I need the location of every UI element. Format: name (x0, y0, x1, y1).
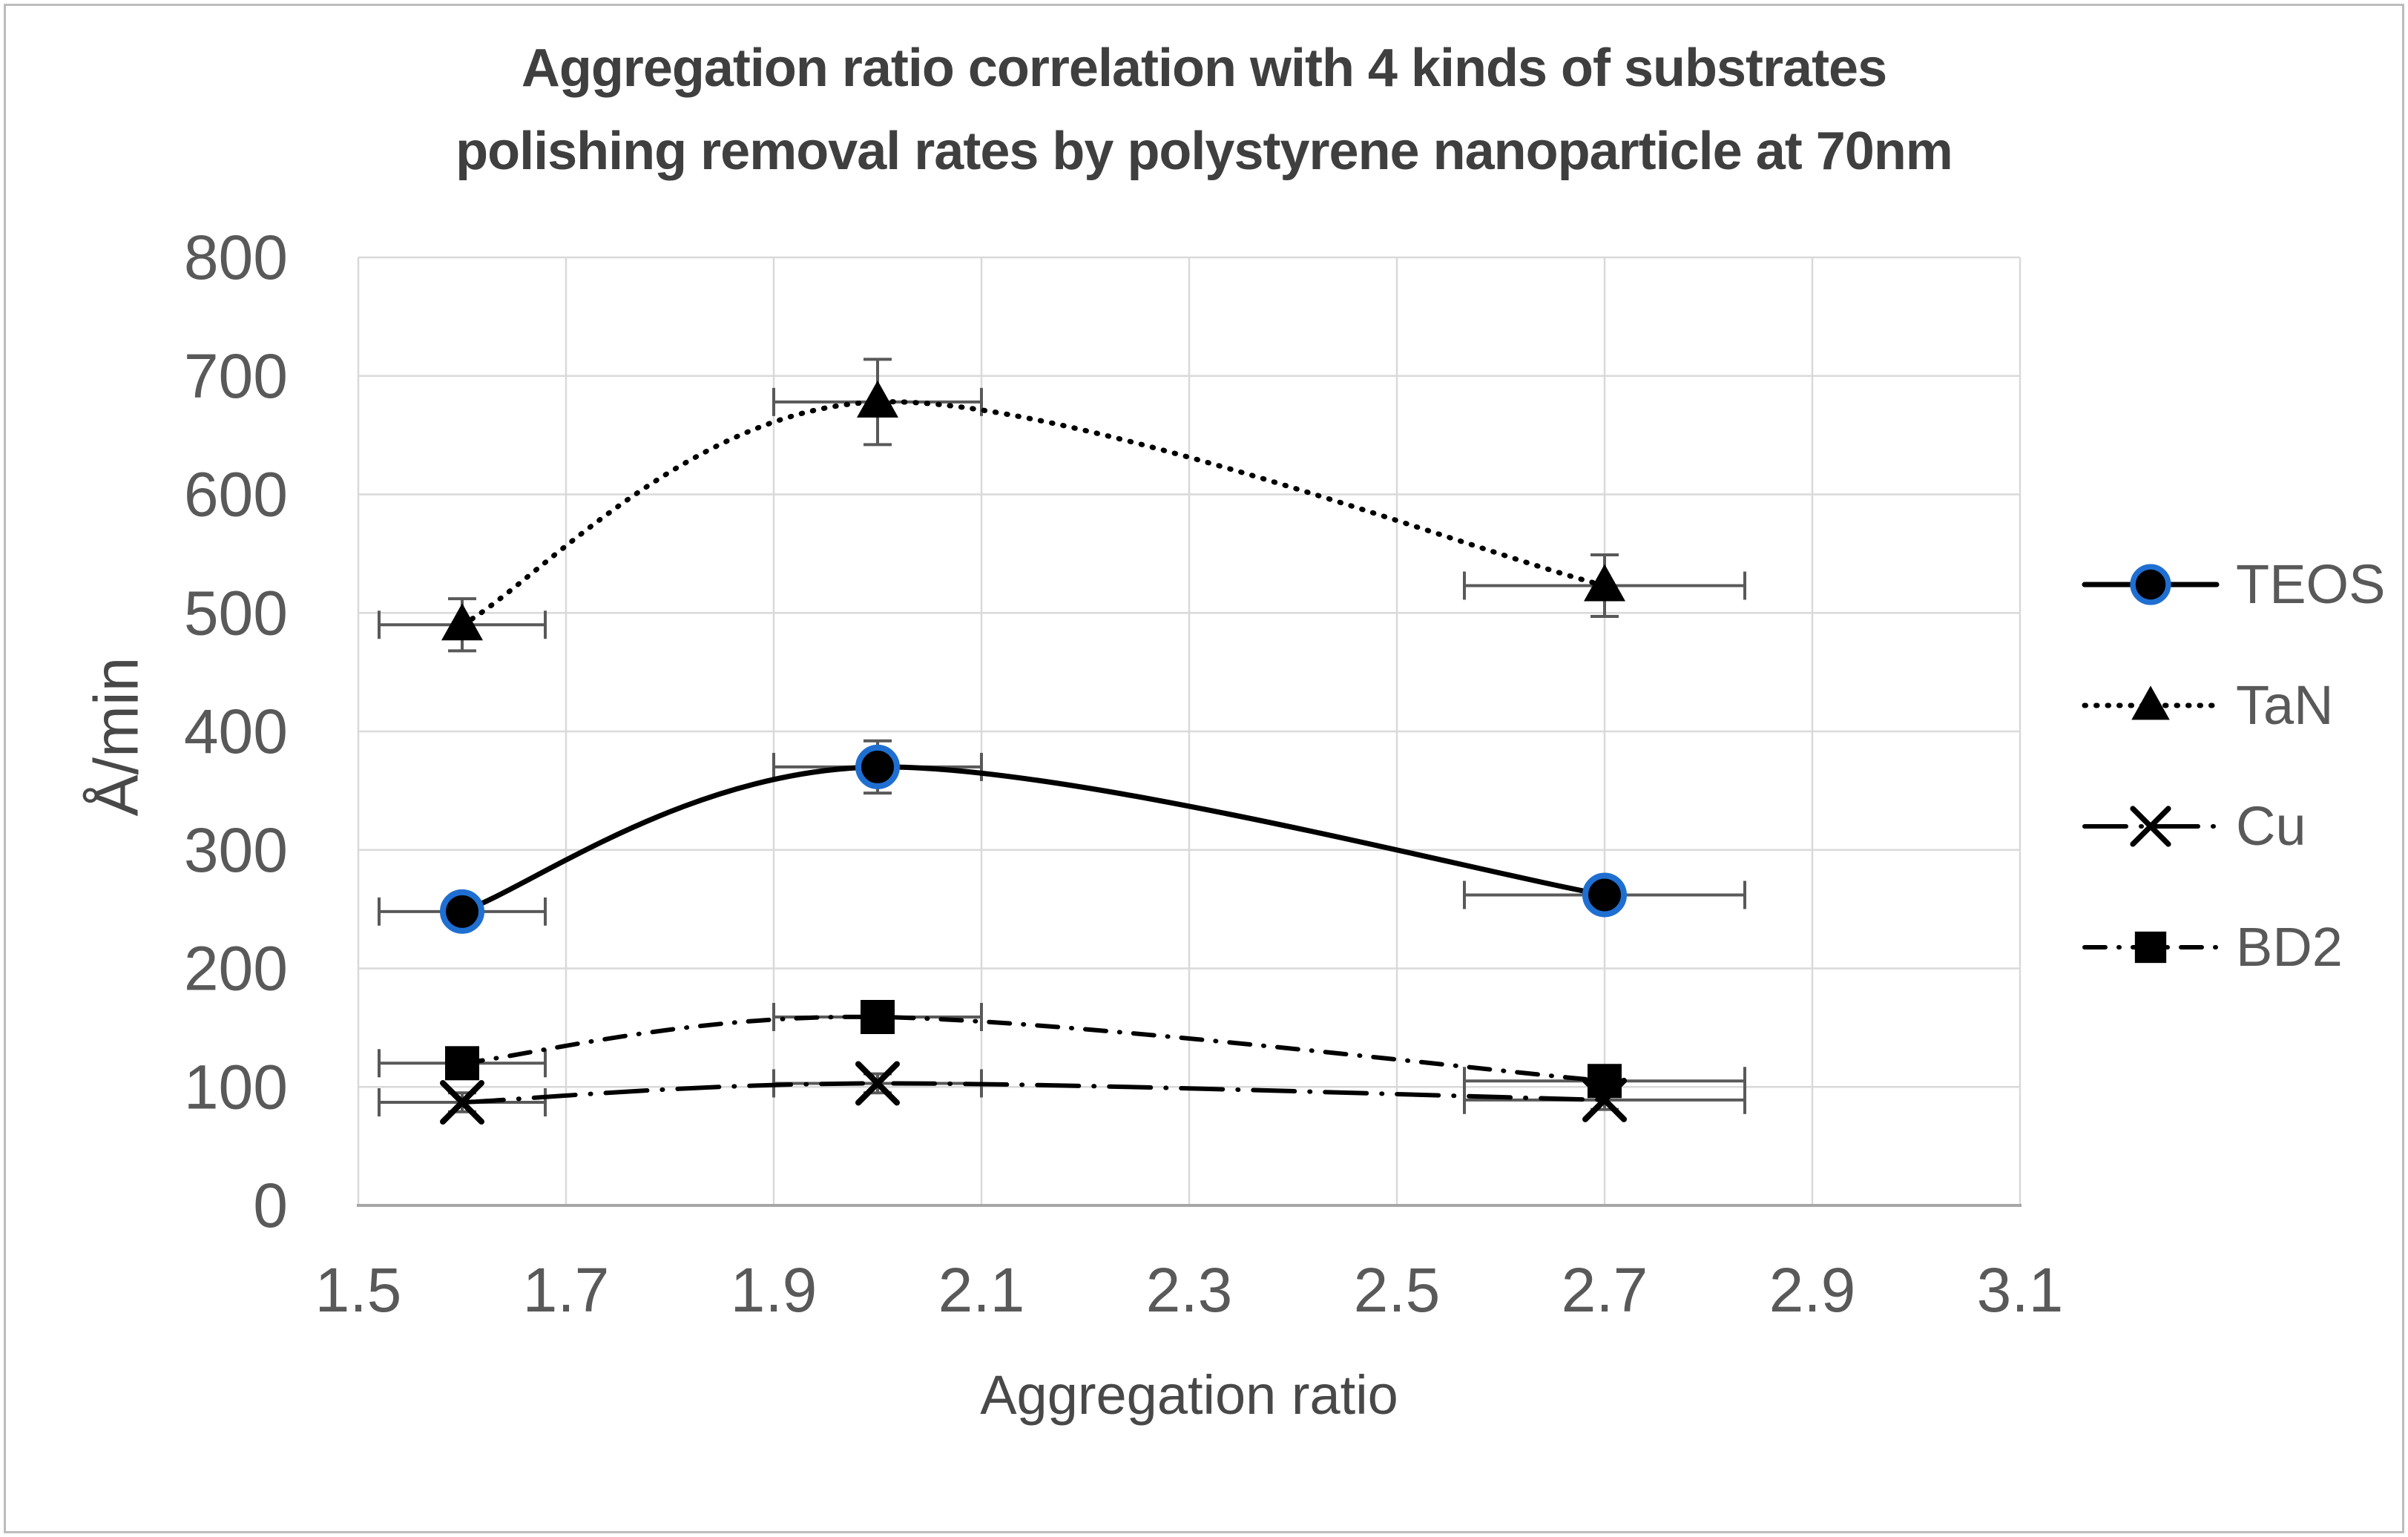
chart-title-line2: polishing removal rates by polystyrene n… (455, 122, 1953, 181)
x-tick-label: 2.9 (1769, 1255, 1856, 1325)
series-line-tan (459, 399, 1608, 628)
legend-sample-cu (2082, 806, 2219, 847)
y-tick-label: 100 (184, 1052, 288, 1122)
chart-title-line1: Aggregation ratio correlation with 4 kin… (521, 39, 1887, 98)
series-line-teos (459, 764, 1608, 915)
series-line-cu (460, 1081, 1607, 1105)
x-tick-label: 1.5 (315, 1255, 402, 1325)
markers-teos (440, 744, 1627, 934)
series-lines (459, 399, 1608, 1105)
legend: TEOS TaN Cu BD2 (2082, 553, 2386, 978)
legend-label: Cu (2236, 795, 2306, 857)
x-tick-label: 1.7 (523, 1255, 610, 1325)
legend-item-teos: TEOS (2082, 553, 2386, 615)
legend-sample-bd2 (2082, 931, 2219, 964)
x-tick-label: 2.7 (1562, 1255, 1648, 1325)
gridlines (357, 256, 2022, 1207)
x-tick-label: 2.3 (1146, 1255, 1233, 1325)
y-tick-label: 700 (184, 341, 288, 411)
y-tick-label: 600 (184, 460, 288, 530)
y-tick-label: 400 (184, 697, 288, 766)
legend-item-tan: TaN (2082, 674, 2385, 736)
y-tick-label: 0 (253, 1171, 288, 1240)
y-tick-label: 800 (184, 223, 288, 292)
series-line-bd2 (460, 1014, 1607, 1084)
y-tick-label: 500 (184, 578, 288, 648)
legend-label: TEOS (2236, 553, 2386, 615)
series-markers (440, 380, 1627, 1125)
error-bars (378, 358, 1746, 1117)
x-tick-label: 2.1 (938, 1255, 1025, 1325)
x-tick-label: 1.9 (731, 1255, 818, 1325)
legend-item-bd2: BD2 (2082, 916, 2385, 978)
y-tick-label: 200 (184, 934, 288, 1004)
legend-sample-teos (2082, 564, 2220, 605)
error-bars-teos (378, 739, 1746, 927)
markers-bd2 (445, 999, 1622, 1099)
error-bars-cu (378, 1069, 1746, 1117)
legend-item-cu: Cu (2082, 795, 2385, 857)
x-axis-title: Aggregation ratio (980, 1364, 1398, 1426)
error-bars-tan (378, 358, 1746, 653)
legend-sample-tan (2082, 685, 2220, 720)
error-bars-bd2 (378, 1002, 1746, 1096)
x-tick-label: 3.1 (1977, 1255, 2064, 1325)
markers-tan (441, 380, 1625, 641)
x-tick-label: 2.5 (1354, 1255, 1441, 1325)
chart-title: Aggregation ratio correlation with 4 kin… (0, 27, 2408, 193)
legend-label: BD2 (2236, 916, 2343, 978)
tick-labels: 1.5 1.7 1.9 2.1 2.3 2.5 2.7 2.9 3.1 0 100 200 300 400… (184, 223, 2064, 1325)
legend-label: TaN (2236, 674, 2334, 736)
y-tick-label: 300 (184, 815, 288, 885)
